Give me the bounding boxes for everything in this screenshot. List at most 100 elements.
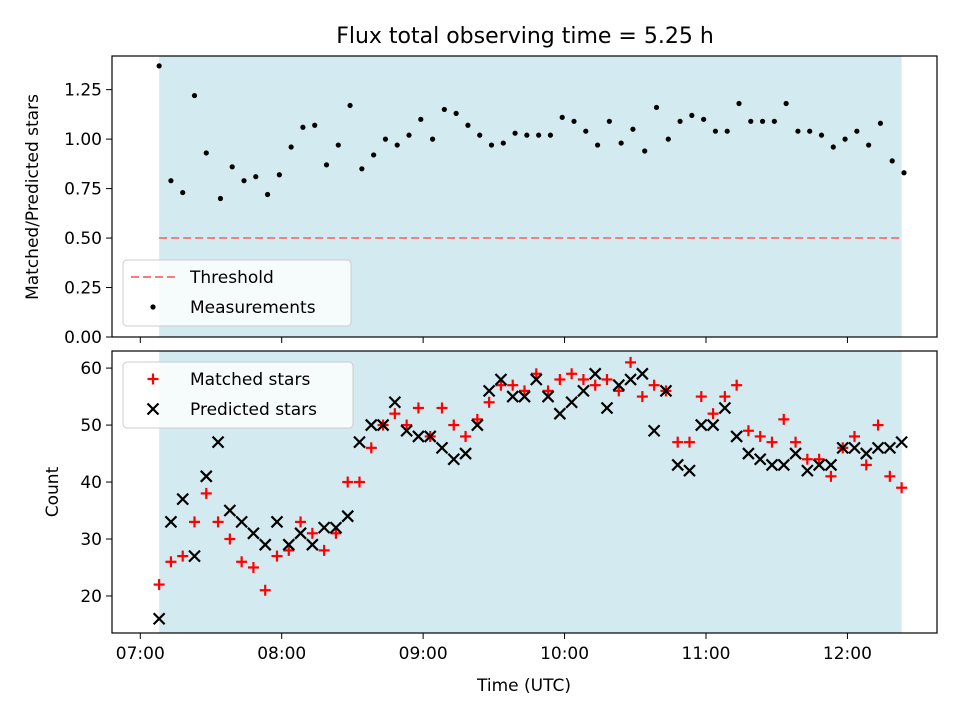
predicted-star-point <box>164 515 178 529</box>
count-legend-box <box>122 361 354 429</box>
matched-star-point <box>896 482 908 494</box>
x-stroke <box>730 430 743 443</box>
matched-star-point <box>283 544 295 556</box>
matched-star-point <box>825 470 837 482</box>
predicted-star-point <box>270 515 284 529</box>
ratio-panel: Flux total observing time = 5.25 h 0.000… <box>23 24 938 348</box>
predicted-star-point <box>789 447 802 460</box>
matched-star-point <box>566 368 578 380</box>
matched-star-point <box>483 396 495 408</box>
x-stroke <box>152 612 166 626</box>
measurement-point <box>854 128 860 134</box>
x-stroke <box>459 447 472 460</box>
matched-star-point <box>613 385 625 397</box>
measurement-point <box>394 142 400 148</box>
x-stroke <box>341 509 354 523</box>
measurement-point <box>191 92 198 99</box>
predicted-star-point <box>211 435 225 449</box>
measurement-point <box>241 178 247 184</box>
x-stroke <box>600 401 614 415</box>
x-stroke <box>435 441 449 455</box>
predicted-legend-marker <box>146 402 160 416</box>
x-stroke <box>659 384 673 398</box>
measurement-point <box>701 116 707 122</box>
predicted-star-point <box>860 447 873 460</box>
x-stroke <box>176 492 189 506</box>
ratio-marks <box>156 63 907 240</box>
matched-star-point <box>165 556 177 568</box>
measurements-legend-swatch <box>150 304 156 310</box>
y-tick-label: 0.50 <box>64 229 102 249</box>
predicted-star-point <box>235 515 248 529</box>
measurement-point <box>156 63 162 69</box>
x-stroke <box>824 458 838 472</box>
x-stroke <box>612 378 626 392</box>
measurement-point <box>642 148 648 154</box>
predicted-star-point <box>423 430 437 443</box>
measurement-point <box>830 144 836 150</box>
x-stroke <box>306 538 319 551</box>
ratio-x-ticks <box>139 337 848 343</box>
matched-star-point <box>778 413 790 425</box>
predicted-star-point <box>765 458 779 472</box>
y-tick-label: 0.25 <box>64 279 102 299</box>
predicted-star-point <box>824 458 838 472</box>
predicted-star-point <box>258 538 272 551</box>
x-stroke <box>801 464 814 477</box>
matched-legend-label: Matched stars <box>190 370 310 390</box>
measurement-point <box>217 195 224 202</box>
matched-star-point <box>648 379 660 391</box>
chart-title: Flux total observing time = 5.25 h <box>336 24 714 49</box>
y-tick-label: 1.00 <box>64 130 102 150</box>
predicted-star-point <box>152 612 166 626</box>
matched-star-point <box>542 385 554 397</box>
x-axis-label: Time (UTC) <box>476 676 571 696</box>
x-stroke <box>683 464 696 477</box>
count-legend: Matched stars Predicted stars <box>122 361 354 429</box>
matched-star-point <box>695 391 707 403</box>
matched-star-point <box>295 516 307 528</box>
measurement-point <box>441 106 447 113</box>
measurement-point <box>203 150 209 156</box>
predicted-star-point <box>388 395 402 409</box>
measurement-point <box>536 132 542 138</box>
predicted-star-point <box>848 441 861 455</box>
predicted-star-point <box>612 378 626 392</box>
predicted-star-point <box>247 527 260 540</box>
measurement-point <box>512 130 518 136</box>
predicted-star-point <box>223 504 237 517</box>
x-stroke <box>365 418 378 432</box>
measurement-point <box>665 136 671 142</box>
measurement-point <box>889 158 895 164</box>
measurement-point <box>677 118 683 124</box>
predicted-star-point <box>636 367 649 381</box>
matched-star-point <box>342 476 354 488</box>
predicted-star-point <box>801 464 814 477</box>
measurement-point <box>748 118 754 124</box>
predicted-star-point <box>730 430 743 443</box>
x-stroke <box>506 390 519 403</box>
x-stroke <box>200 470 213 483</box>
count-panel: 20 30 40 50 60 07:00 08:00 09:00 10:00 11:00 12:0… <box>43 350 938 696</box>
x-stroke <box>329 521 343 534</box>
x-tick-label: 09:00 <box>399 644 448 664</box>
x-stroke <box>742 447 755 460</box>
predicted-star-point <box>376 418 390 432</box>
predicted-star-point <box>565 395 578 409</box>
matched-star-point <box>742 425 754 437</box>
predicted-star-point <box>753 452 767 466</box>
predicted-star-point <box>647 424 661 438</box>
matched-star-point <box>448 419 460 431</box>
predicted-star-point <box>588 367 602 381</box>
measurement-point <box>606 118 612 124</box>
x-stroke <box>624 373 637 386</box>
matched-star-point <box>318 544 330 556</box>
count-marks <box>152 356 908 626</box>
measurement-point <box>583 128 589 134</box>
y-tick-label: 40 <box>80 473 102 493</box>
matched-star-point <box>495 379 507 391</box>
x-stroke <box>270 515 284 529</box>
count-x-ticks: 07:00 08:00 09:00 10:00 11:00 12:00 <box>116 633 872 664</box>
predicted-star-point <box>706 418 720 432</box>
